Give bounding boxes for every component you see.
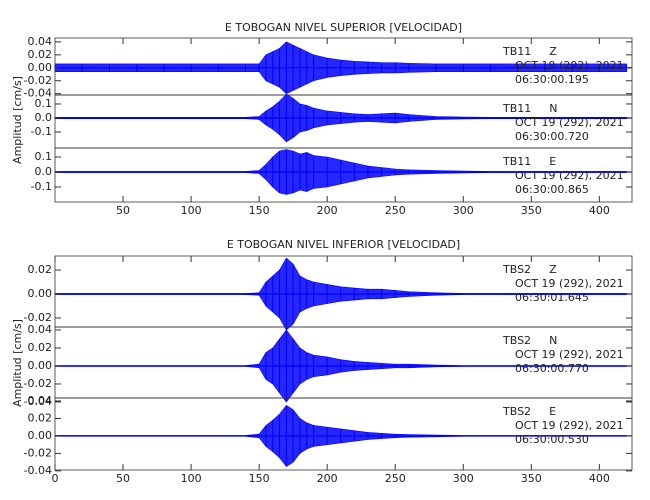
x-tick-label: 150 [249, 472, 270, 485]
y-tick-label: 0.02 [28, 341, 53, 354]
y-axis-label: Amplitud [cm/s] [11, 319, 24, 407]
x-tick-label: 250 [385, 204, 406, 217]
y-tick-label: 0.00 [28, 287, 53, 300]
date-label: OCT 19 (292), 2021 [515, 277, 624, 290]
x-tick-label: 100 [181, 204, 202, 217]
y-tick-label: 0.1 [35, 97, 53, 110]
time-label: 06:30:01.645 [515, 291, 589, 304]
y-tick-label: 0.04 [28, 394, 53, 407]
station-label: TB11 E [502, 155, 556, 168]
station: TB11 [502, 102, 531, 115]
station-label: TBS2 E [502, 405, 556, 418]
x-tick-label: 300 [453, 204, 474, 217]
time-label: 06:30:00.720 [515, 130, 589, 143]
y-tick-label: -0.02 [24, 446, 52, 459]
x-tick-label: 0 [52, 472, 59, 485]
y-tick-label: 0.02 [28, 48, 53, 61]
x-tick-label: 50 [116, 472, 130, 485]
station-label: TBS2 Z [502, 263, 557, 276]
date-label: OCT 19 (292), 2021 [515, 169, 624, 182]
component: N [549, 102, 557, 115]
y-tick-label: -0.1 [31, 125, 52, 138]
panel-frame [54, 397, 633, 471]
station: TB11 [502, 155, 531, 168]
panel-frame [54, 147, 633, 203]
x-tick-label: 300 [453, 472, 474, 485]
time-label: 06:30:00.195 [515, 73, 589, 86]
station-label: TB11 N [502, 102, 558, 115]
component: N [549, 334, 557, 347]
y-tick-label: -0.04 [24, 395, 52, 408]
x-tick-label: 150 [249, 204, 270, 217]
station: TBS2 [502, 334, 531, 347]
x-tick-label: 400 [589, 204, 610, 217]
time-label: 06:30:00.770 [515, 362, 589, 375]
x-tick-label: 200 [317, 472, 338, 485]
y-tick-label: 0.00 [28, 61, 53, 74]
station-label: TBS2 N [502, 334, 557, 347]
chart-title: E TOBOGAN NIVEL SUPERIOR [VELOCIDAD] [225, 21, 462, 34]
station-label: TB11 Z [502, 45, 557, 58]
component: Z [549, 263, 557, 276]
y-tick-label: -0.04 [24, 464, 52, 477]
date-label: OCT 19 (292), 2021 [515, 348, 624, 361]
date-label: OCT 19 (292), 2021 [515, 59, 624, 72]
x-tick-label: 350 [521, 472, 542, 485]
y-tick-label: -0.02 [24, 311, 52, 324]
station: TBS2 [502, 405, 531, 418]
y-tick-label: 0.02 [28, 263, 53, 276]
station: TBS2 [502, 263, 531, 276]
station: TB11 [502, 45, 531, 58]
chart-title: E TOBOGAN NIVEL INFERIOR [VELOCIDAD] [227, 238, 460, 251]
time-label: 06:30:00.865 [515, 183, 589, 196]
date-label: OCT 19 (292), 2021 [515, 116, 624, 129]
component: E [549, 155, 556, 168]
x-tick-label: 100 [181, 472, 202, 485]
x-tick-label: 50 [116, 204, 130, 217]
y-tick-label: 0.04 [28, 35, 53, 48]
x-tick-label: 400 [589, 472, 610, 485]
y-tick-label: 0.0 [35, 111, 53, 124]
y-tick-label: 0.02 [28, 411, 53, 424]
y-tick-label: -0.1 [31, 180, 52, 193]
y-tick-label: -0.04 [24, 87, 52, 100]
date-label: OCT 19 (292), 2021 [515, 419, 624, 432]
y-tick-label: 0.1 [35, 150, 53, 163]
y-tick-label: 0.00 [28, 429, 53, 442]
y-tick-label: 0.00 [28, 359, 53, 372]
y-tick-label: 0.04 [28, 323, 53, 336]
y-tick-label: -0.02 [24, 377, 52, 390]
x-tick-label: 200 [317, 204, 338, 217]
y-tick-label: 0.0 [35, 165, 53, 178]
x-tick-label: 250 [385, 472, 406, 485]
component: Z [549, 45, 557, 58]
y-axis-label: Amplitud [cm/s] [11, 76, 24, 164]
time-label: 06:30:00.530 [515, 433, 589, 446]
component: E [549, 405, 556, 418]
x-tick-label: 350 [521, 204, 542, 217]
y-tick-label: -0.02 [24, 74, 52, 87]
